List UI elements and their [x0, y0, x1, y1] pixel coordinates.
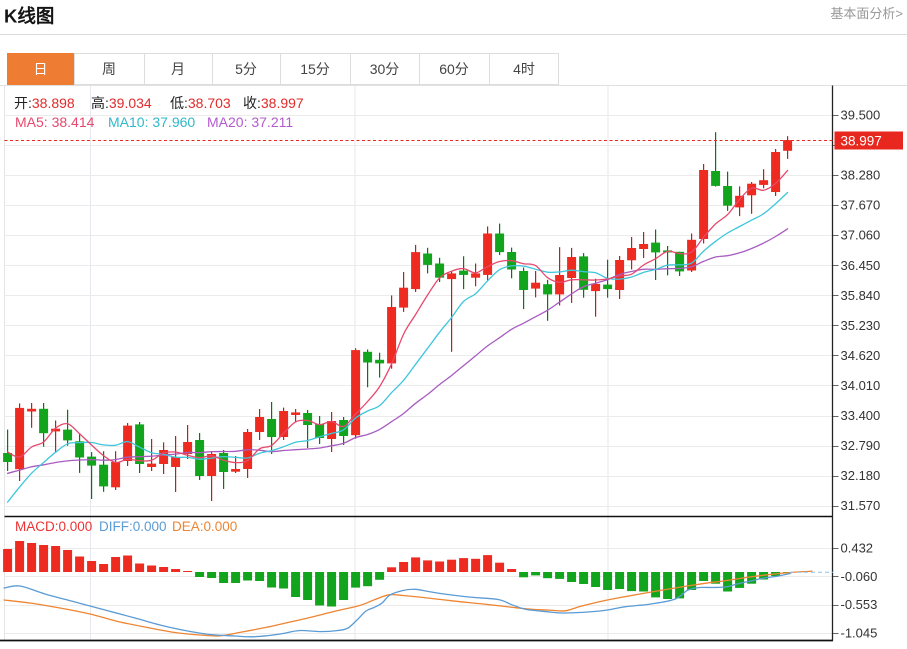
svg-text:-0.553: -0.553 — [841, 597, 878, 612]
svg-text:MA5: 38.414: MA5: 38.414 — [15, 114, 95, 130]
svg-text:0.432: 0.432 — [841, 541, 874, 556]
svg-text:开:38.898: 开:38.898 — [14, 95, 75, 111]
svg-text:月: 月 — [171, 61, 185, 77]
svg-text:33.400: 33.400 — [841, 408, 881, 423]
svg-text:15分: 15分 — [300, 61, 330, 77]
svg-text:低:38.703: 低:38.703 — [170, 95, 231, 111]
svg-text:高:39.034: 高:39.034 — [91, 95, 152, 111]
svg-text:收:38.997: 收:38.997 — [243, 95, 304, 111]
svg-text:38.280: 38.280 — [841, 168, 881, 183]
svg-text:35.840: 35.840 — [841, 288, 881, 303]
svg-text:37.060: 37.060 — [841, 228, 881, 243]
svg-text:34.010: 34.010 — [841, 378, 881, 393]
svg-text:-1.045: -1.045 — [841, 626, 878, 641]
svg-text:38.997: 38.997 — [841, 134, 882, 149]
svg-text:31.570: 31.570 — [841, 498, 881, 513]
svg-text:日: 日 — [34, 61, 48, 77]
svg-text:39.500: 39.500 — [841, 108, 881, 123]
svg-text:60分: 60分 — [439, 61, 469, 77]
svg-text:37.670: 37.670 — [841, 198, 881, 213]
svg-text:32.790: 32.790 — [841, 438, 881, 453]
svg-text:36.450: 36.450 — [841, 258, 881, 273]
svg-text:-0.060: -0.060 — [841, 569, 878, 584]
svg-text:4时: 4时 — [513, 61, 535, 77]
svg-text:DEA:0.000: DEA:0.000 — [172, 519, 237, 534]
svg-text:基本面分析>: 基本面分析> — [830, 6, 903, 21]
svg-text:MA10: 37.960: MA10: 37.960 — [108, 114, 195, 130]
svg-text:周: 周 — [102, 61, 116, 77]
svg-text:34.620: 34.620 — [841, 348, 881, 363]
svg-text:35.230: 35.230 — [841, 318, 881, 333]
svg-text:5分: 5分 — [235, 61, 257, 77]
svg-text:MACD:0.000: MACD:0.000 — [15, 519, 92, 534]
svg-text:MA20: 37.211: MA20: 37.211 — [207, 114, 293, 130]
svg-text:K线图: K线图 — [4, 6, 54, 27]
svg-text:30分: 30分 — [370, 61, 400, 77]
svg-text:32.180: 32.180 — [841, 468, 881, 483]
svg-text:DIFF:0.000: DIFF:0.000 — [99, 519, 167, 534]
